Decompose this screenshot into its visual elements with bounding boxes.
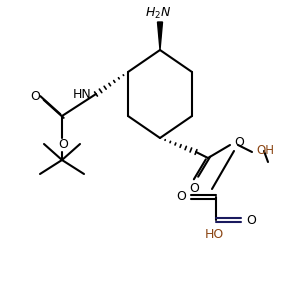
Polygon shape <box>157 22 163 50</box>
Text: O: O <box>176 190 186 204</box>
Text: O: O <box>58 139 68 151</box>
Text: O: O <box>30 89 40 103</box>
Text: HO: HO <box>204 227 223 241</box>
Text: $H_2N$: $H_2N$ <box>145 6 171 21</box>
Text: HN: HN <box>72 88 91 100</box>
Text: O: O <box>246 214 256 226</box>
Text: O: O <box>189 181 199 195</box>
Text: O: O <box>234 137 244 149</box>
Text: OH: OH <box>256 144 274 156</box>
